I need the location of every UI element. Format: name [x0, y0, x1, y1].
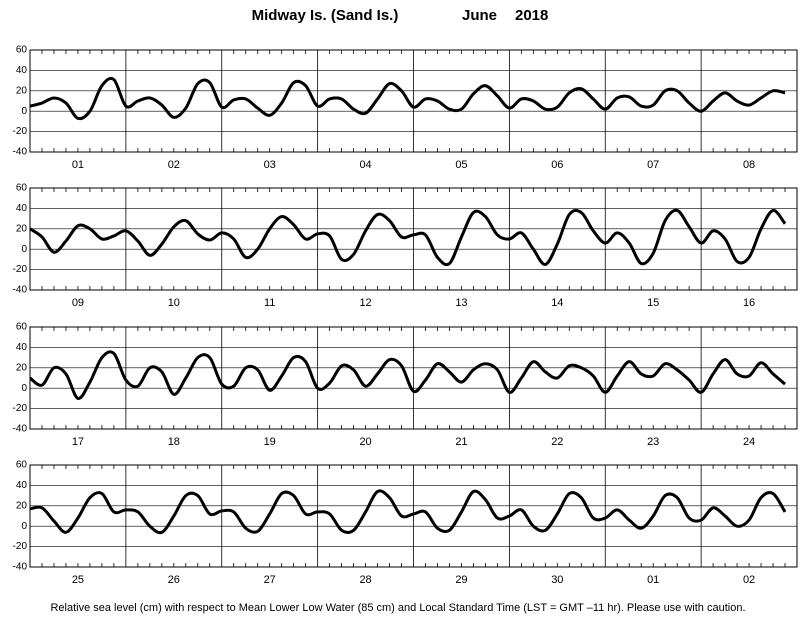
day-label: 26 [168, 574, 180, 586]
tide-line [30, 76, 786, 121]
day-label: 01 [72, 159, 84, 171]
chart-month: June [462, 7, 497, 24]
day-label: 14 [551, 297, 563, 309]
day-label: 25 [72, 574, 84, 586]
y-tick-label: 20 [16, 500, 28, 511]
day-label: 29 [455, 574, 467, 586]
y-tick-label: -40 [13, 424, 28, 435]
y-tick-label: -20 [13, 541, 28, 552]
y-tick-label: 0 [21, 521, 27, 532]
day-label: 10 [168, 297, 180, 309]
day-label: 11 [264, 297, 275, 309]
day-label: 02 [743, 574, 755, 586]
y-tick-label: 40 [16, 480, 28, 491]
y-tick-label: 40 [16, 65, 28, 76]
tide-line [30, 489, 787, 535]
y-tick-label: 40 [16, 203, 28, 214]
day-label: 05 [455, 159, 467, 171]
y-tick-label: 40 [16, 342, 28, 353]
day-label: 16 [743, 297, 755, 309]
day-label: 28 [359, 574, 371, 586]
y-tick-label: 0 [21, 383, 27, 394]
y-tick-label: 0 [21, 106, 27, 117]
day-label: 07 [647, 159, 659, 171]
day-label: 18 [168, 436, 180, 448]
tide-line [30, 208, 787, 267]
day-label: 19 [264, 436, 276, 448]
day-label: 23 [647, 436, 659, 448]
day-label: 09 [72, 297, 84, 309]
y-tick-label: -20 [13, 403, 28, 414]
footnote: Relative sea level (cm) with respect to … [50, 602, 745, 614]
day-label: 27 [264, 574, 276, 586]
day-label: 01 [647, 574, 659, 586]
day-label: 06 [551, 159, 563, 171]
day-label: 22 [551, 436, 563, 448]
y-tick-label: 60 [16, 183, 28, 194]
day-label: 24 [743, 436, 755, 448]
day-label: 17 [72, 436, 84, 448]
day-label: 08 [743, 159, 755, 171]
day-label: 20 [359, 436, 371, 448]
y-tick-label: 60 [16, 460, 28, 471]
y-tick-label: -40 [13, 562, 28, 573]
y-tick-label: -40 [13, 147, 28, 158]
day-label: 15 [647, 297, 659, 309]
day-label: 03 [264, 159, 276, 171]
y-tick-label: 0 [21, 244, 27, 255]
day-label: 13 [455, 297, 467, 309]
chart-title: Midway Is. (Sand Is.) [252, 7, 399, 24]
chart-year: 2018 [515, 7, 548, 24]
day-label: 04 [359, 159, 371, 171]
y-tick-label: 20 [16, 362, 28, 373]
day-label: 21 [455, 436, 467, 448]
y-tick-label: 20 [16, 85, 28, 96]
day-label: 30 [551, 574, 563, 586]
day-label: 12 [359, 297, 371, 309]
tide-line [30, 350, 786, 400]
y-tick-label: 60 [16, 322, 28, 333]
y-tick-label: 20 [16, 223, 28, 234]
y-tick-label: -40 [13, 285, 28, 296]
day-label: 02 [168, 159, 180, 171]
y-tick-label: 60 [16, 45, 28, 56]
y-tick-label: -20 [13, 264, 28, 275]
y-tick-label: -20 [13, 126, 28, 137]
